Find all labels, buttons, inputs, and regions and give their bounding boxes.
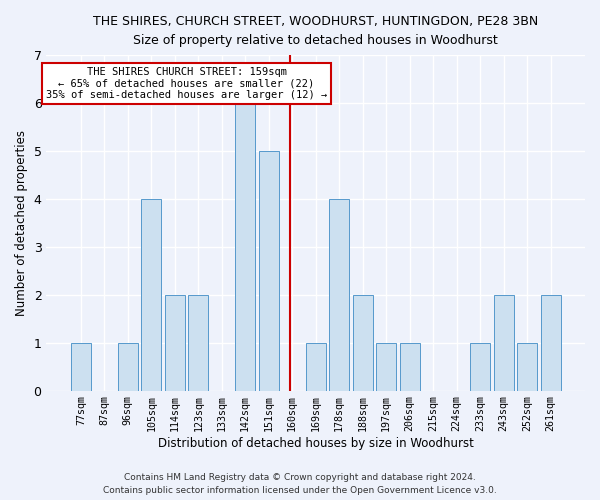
- Bar: [118, 342, 138, 390]
- Bar: [235, 103, 255, 391]
- Bar: [259, 151, 279, 390]
- Bar: [376, 342, 396, 390]
- Bar: [306, 342, 326, 390]
- Text: Contains HM Land Registry data © Crown copyright and database right 2024.
Contai: Contains HM Land Registry data © Crown c…: [103, 474, 497, 495]
- Y-axis label: Number of detached properties: Number of detached properties: [15, 130, 28, 316]
- Bar: [188, 294, 208, 390]
- Bar: [142, 199, 161, 390]
- Bar: [165, 294, 185, 390]
- Bar: [329, 199, 349, 390]
- Bar: [71, 342, 91, 390]
- Bar: [541, 294, 560, 390]
- Title: THE SHIRES, CHURCH STREET, WOODHURST, HUNTINGDON, PE28 3BN
Size of property rela: THE SHIRES, CHURCH STREET, WOODHURST, HU…: [93, 15, 538, 47]
- Text: THE SHIRES CHURCH STREET: 159sqm
← 65% of detached houses are smaller (22)
35% o: THE SHIRES CHURCH STREET: 159sqm ← 65% o…: [46, 67, 327, 100]
- Bar: [400, 342, 419, 390]
- Bar: [494, 294, 514, 390]
- Bar: [353, 294, 373, 390]
- Bar: [470, 342, 490, 390]
- Bar: [517, 342, 537, 390]
- X-axis label: Distribution of detached houses by size in Woodhurst: Distribution of detached houses by size …: [158, 437, 473, 450]
